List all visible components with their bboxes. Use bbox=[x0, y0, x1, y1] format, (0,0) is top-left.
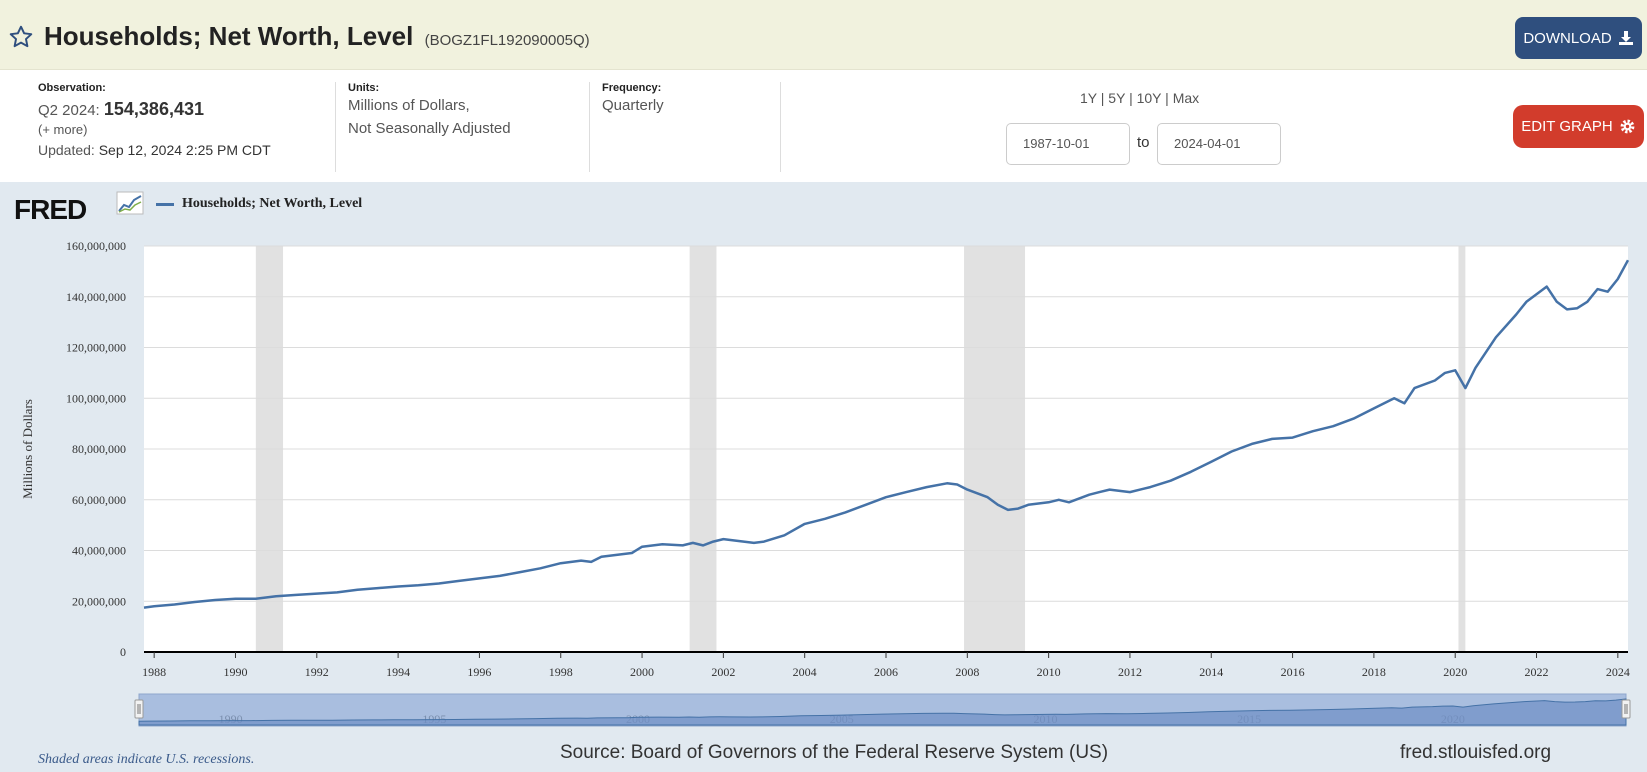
x-tick-label: 2002 bbox=[711, 665, 735, 679]
frequency-panel: Frequency: Quarterly bbox=[590, 82, 781, 172]
y-tick-label: 160,000,000 bbox=[66, 239, 126, 253]
range-selector: 1Y | 5Y | 10Y | Max bbox=[1080, 90, 1199, 106]
observation-period: Q2 2024: bbox=[38, 102, 100, 119]
download-label: DOWNLOAD bbox=[1523, 29, 1612, 47]
edit-graph-label: EDIT GRAPH bbox=[1521, 118, 1613, 135]
x-tick-label: 2012 bbox=[1118, 665, 1142, 679]
units-line-2: Not Seasonally Adjusted bbox=[348, 120, 511, 137]
y-axis-label: Millions of Dollars bbox=[20, 399, 35, 499]
navigator-handle[interactable] bbox=[134, 699, 144, 719]
fred-chart-icon bbox=[116, 191, 144, 215]
chart-area: FRED Households; Net Worth, Level 0 20,00… bbox=[0, 182, 1647, 772]
x-tick-label: 1988 bbox=[142, 665, 166, 679]
y-tick-label: 60,000,000 bbox=[72, 493, 126, 507]
units-label: Units: bbox=[348, 82, 380, 94]
recession-note: Shaded areas indicate U.S. recessions. bbox=[38, 752, 255, 767]
navigator-handle[interactable] bbox=[1621, 699, 1631, 719]
x-tick-label: 2014 bbox=[1199, 665, 1223, 679]
download-icon bbox=[1618, 31, 1633, 45]
y-tick-label: 0 bbox=[120, 645, 126, 659]
star-icon[interactable] bbox=[8, 24, 34, 50]
y-tick-label: 40,000,000 bbox=[72, 544, 126, 558]
x-tick-label: 2024 bbox=[1606, 665, 1630, 679]
x-tick-label: 1994 bbox=[386, 665, 410, 679]
gear-icon bbox=[1620, 119, 1635, 134]
series-title: Households; Net Worth, Level bbox=[44, 21, 414, 51]
x-tick-label: 2000 bbox=[630, 665, 654, 679]
y-tick-label: 120,000,000 bbox=[66, 341, 126, 355]
date-to-input[interactable]: 2024-04-01 bbox=[1157, 123, 1281, 165]
y-tick-label: 20,000,000 bbox=[72, 594, 126, 608]
range-5y[interactable]: 5Y bbox=[1108, 90, 1126, 106]
x-tick-label: 2018 bbox=[1362, 665, 1386, 679]
navigator-series bbox=[138, 698, 1627, 726]
fred-logo: FRED bbox=[14, 194, 87, 226]
chart-legend: Households; Net Worth, Level bbox=[156, 196, 362, 212]
x-tick-label: 2022 bbox=[1525, 665, 1549, 679]
series-line bbox=[143, 259, 1630, 609]
series-header: Households; Net Worth, Level (BOGZ1FL192… bbox=[0, 0, 1647, 70]
more-link[interactable]: (+ more) bbox=[38, 122, 88, 137]
x-tick-label: 2006 bbox=[874, 665, 898, 679]
units-panel: Units: Millions of Dollars, Not Seasonal… bbox=[336, 82, 590, 172]
range-separator: | bbox=[1165, 90, 1169, 106]
x-tick-label: 2008 bbox=[955, 665, 979, 679]
x-tick-label: 2016 bbox=[1281, 665, 1305, 679]
updated-value: Sep 12, 2024 2:25 PM CDT bbox=[98, 142, 271, 158]
units-line-1: Millions of Dollars, bbox=[348, 97, 470, 114]
y-tick-label: 100,000,000 bbox=[66, 391, 126, 405]
x-tick-label: 1996 bbox=[467, 665, 491, 679]
x-tick-label: 1992 bbox=[305, 665, 329, 679]
observation-panel: Observation: Q2 2024: 154,386,431 (+ mor… bbox=[38, 82, 336, 172]
x-tick-label: 1998 bbox=[549, 665, 573, 679]
range-separator: | bbox=[1100, 90, 1105, 106]
date-to-label: to bbox=[1137, 134, 1150, 151]
series-id: (BOGZ1FL192090005Q) bbox=[424, 32, 590, 49]
legend-swatch bbox=[156, 202, 174, 206]
x-tick-label: 2010 bbox=[1037, 665, 1061, 679]
updated-line: Updated: Sep 12, 2024 2:25 PM CDT bbox=[38, 139, 335, 162]
series-meta: Observation: Q2 2024: 154,386,431 (+ mor… bbox=[0, 70, 1647, 182]
frequency-value: Quarterly bbox=[602, 97, 664, 114]
range-separator: | bbox=[1129, 90, 1133, 106]
x-tick-label: 2004 bbox=[793, 665, 817, 679]
x-tick-label: 1990 bbox=[223, 665, 247, 679]
source-text: Source: Board of Governors of the Federa… bbox=[560, 742, 1109, 763]
site-link[interactable]: fred.stlouisfed.org bbox=[1400, 742, 1552, 763]
updated-label: Updated: bbox=[38, 142, 95, 158]
range-1y[interactable]: 1Y bbox=[1080, 90, 1097, 106]
line-chart: 0 20,000,000 40,000,000 60,000,000 80,000,00… bbox=[20, 239, 1631, 727]
edit-graph-button[interactable]: EDIT GRAPH bbox=[1513, 105, 1644, 148]
fred-logo-text: FRED bbox=[14, 194, 87, 225]
observation-label: Observation: bbox=[38, 82, 106, 94]
download-button[interactable]: DOWNLOAD bbox=[1515, 17, 1642, 59]
range-10y[interactable]: 10Y bbox=[1136, 90, 1162, 106]
y-tick-label: 140,000,000 bbox=[66, 290, 126, 304]
date-from-input[interactable]: 1987-10-01 bbox=[1006, 123, 1130, 165]
observation-value: 154,386,431 bbox=[103, 99, 204, 119]
x-tick-label: 2020 bbox=[1443, 665, 1467, 679]
observation-line: Q2 2024: 154,386,431 bbox=[38, 98, 335, 122]
page-title: Households; Net Worth, Level (BOGZ1FL192… bbox=[44, 21, 590, 52]
legend-label: Households; Net Worth, Level bbox=[182, 196, 363, 211]
frequency-label: Frequency: bbox=[602, 82, 662, 94]
y-tick-label: 80,000,000 bbox=[72, 442, 126, 456]
range-max[interactable]: Max bbox=[1172, 90, 1200, 106]
